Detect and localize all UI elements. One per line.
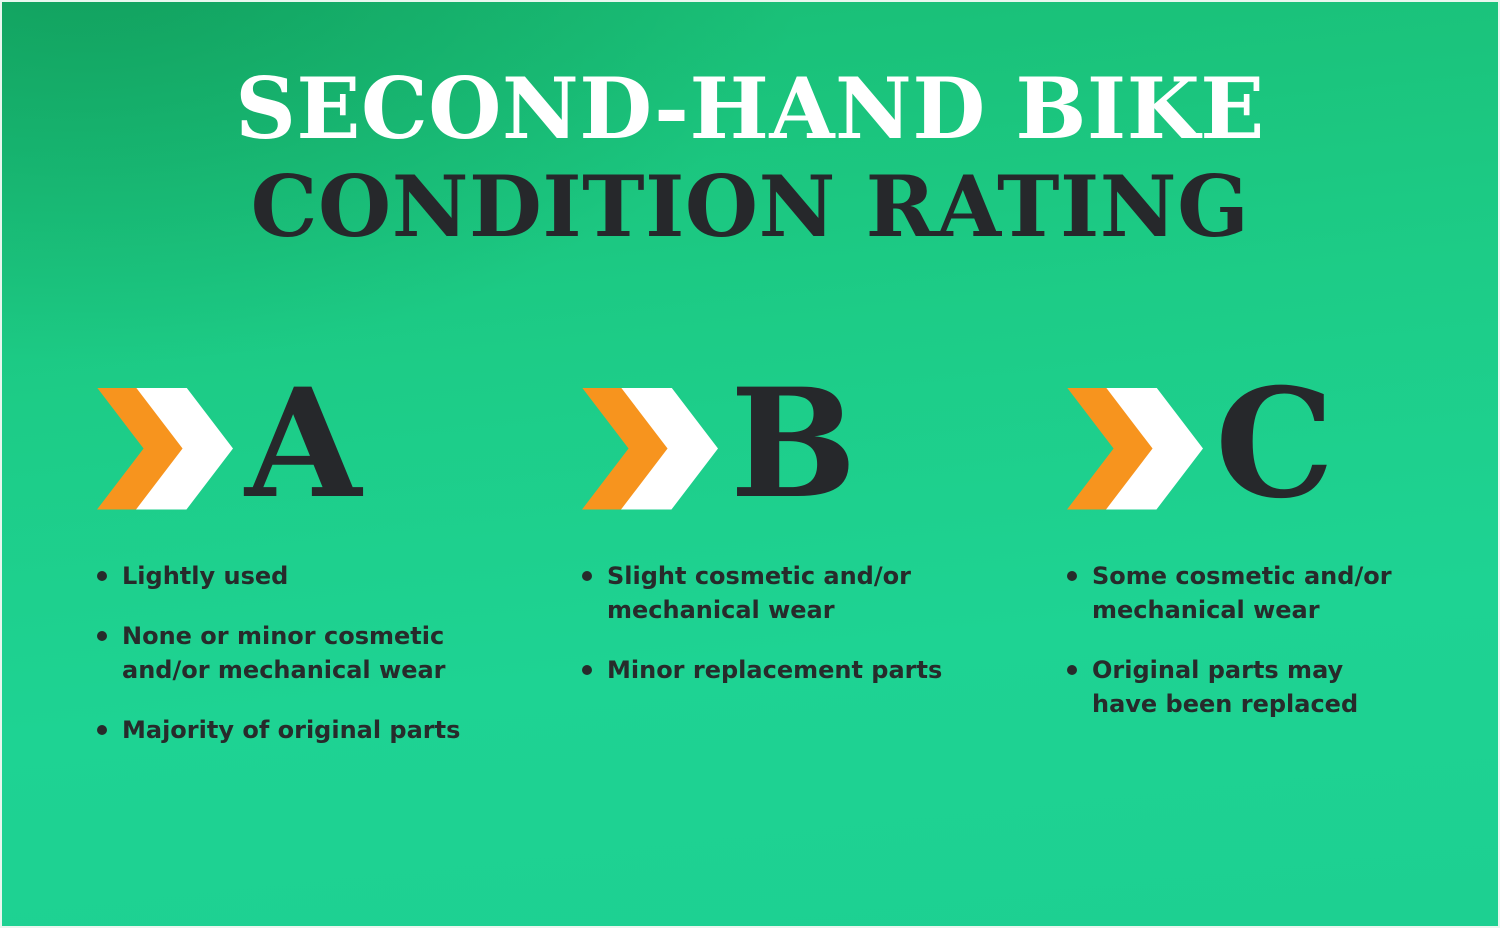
rating-point: None or minor cosmetic and/or mechanical… bbox=[97, 619, 517, 687]
bullet-dot bbox=[1067, 664, 1077, 675]
bullet-dot bbox=[582, 570, 592, 581]
grade-letter-c: C bbox=[1215, 355, 1335, 532]
infographic: SECOND-HAND BIKE CONDITION RATING A Ligh… bbox=[2, 2, 1498, 773]
grade-row-b: B bbox=[582, 369, 1002, 519]
rating-column-c: C Some cosmetic and/or mechanical wear O… bbox=[1067, 369, 1487, 773]
page-title-line-1: SECOND-HAND BIKE bbox=[235, 59, 1265, 158]
rating-point: Lightly used bbox=[97, 559, 517, 593]
double-chevron-icon bbox=[97, 387, 235, 510]
grade-letter-b: B bbox=[730, 355, 857, 532]
rating-point: Slight cosmetic and/or mechanical wear bbox=[582, 559, 1002, 627]
rating-point-text: Majority of original parts bbox=[122, 715, 461, 744]
rating-points-list-a: Lightly used None or minor cosmetic and/… bbox=[97, 559, 517, 747]
rating-point-text: Lightly used bbox=[122, 561, 289, 590]
grade-row-c: C bbox=[1067, 369, 1487, 519]
rating-points-list-c: Some cosmetic and/or mechanical wear Ori… bbox=[1067, 559, 1487, 721]
bullet-dot bbox=[97, 630, 107, 641]
rating-points-list-b: Slight cosmetic and/or mechanical wear M… bbox=[582, 559, 1002, 687]
double-chevron-icon bbox=[582, 387, 720, 510]
rating-point-text: Minor replacement parts bbox=[607, 655, 943, 684]
rating-point-text: None or minor cosmetic and/or mechanical… bbox=[122, 621, 446, 684]
rating-point: Minor replacement parts bbox=[582, 653, 1002, 687]
bullet-dot bbox=[97, 570, 107, 581]
rating-point: Some cosmetic and/or mechanical wear bbox=[1067, 559, 1487, 627]
bullet-dot bbox=[97, 724, 107, 735]
grade-letter-a: A bbox=[245, 355, 362, 532]
grade-row-a: A bbox=[97, 369, 517, 519]
bullet-dot bbox=[1067, 570, 1077, 581]
rating-point: Majority of original parts bbox=[97, 713, 517, 747]
rating-point-text: Slight cosmetic and/or mechanical wear bbox=[607, 561, 911, 624]
rating-point-text: Original parts may have been replaced bbox=[1092, 655, 1359, 718]
rating-columns: A Lightly used None or minor cosmetic an… bbox=[2, 369, 1498, 773]
rating-point-text: Some cosmetic and/or mechanical wear bbox=[1092, 561, 1392, 624]
rating-column-a: A Lightly used None or minor cosmetic an… bbox=[97, 369, 517, 773]
rating-column-b: B Slight cosmetic and/or mechanical wear… bbox=[582, 369, 1002, 773]
page-title-line-2: CONDITION RATING bbox=[250, 157, 1250, 257]
bullet-dot bbox=[582, 664, 592, 675]
double-chevron-icon bbox=[1067, 387, 1205, 510]
rating-point: Original parts may have been replaced bbox=[1067, 653, 1487, 721]
page-title: SECOND-HAND BIKE CONDITION RATING bbox=[2, 2, 1498, 257]
